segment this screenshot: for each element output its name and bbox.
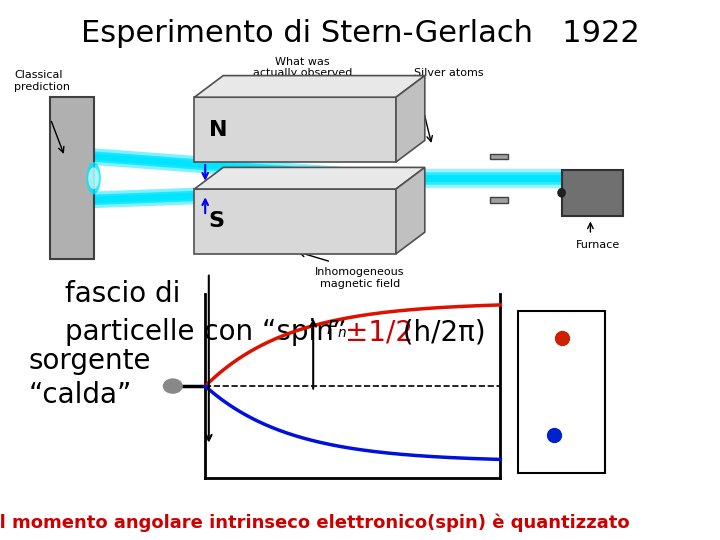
Text: sorgente
“calda”: sorgente “calda”: [29, 347, 151, 409]
Text: $F_n$: $F_n$: [326, 319, 347, 340]
Polygon shape: [396, 76, 425, 162]
Text: Inhomogeneous
magnetic field: Inhomogeneous magnetic field: [315, 267, 405, 289]
Polygon shape: [194, 189, 396, 254]
Text: particelle con “spin”: particelle con “spin”: [65, 318, 356, 346]
Bar: [562, 170, 623, 216]
Text: Il momento angolare intrinseco elettronico(spin) è quantizzato: Il momento angolare intrinseco elettroni…: [0, 514, 629, 532]
Bar: [518, 310, 605, 472]
Polygon shape: [194, 97, 396, 162]
Polygon shape: [50, 97, 94, 259]
Polygon shape: [396, 167, 425, 254]
Text: S: S: [209, 211, 225, 232]
Text: (h/2π): (h/2π): [385, 318, 486, 346]
Polygon shape: [194, 76, 425, 97]
Ellipse shape: [89, 167, 99, 189]
Polygon shape: [490, 197, 508, 202]
Ellipse shape: [557, 188, 566, 198]
Polygon shape: [194, 167, 425, 189]
Text: What was
actually observed: What was actually observed: [253, 57, 352, 78]
Text: N: N: [209, 119, 228, 140]
Ellipse shape: [86, 162, 101, 194]
Text: Furnace: Furnace: [575, 240, 620, 251]
Text: fascio di: fascio di: [65, 280, 180, 308]
Polygon shape: [490, 154, 508, 159]
Text: Classical
prediction: Classical prediction: [14, 70, 71, 92]
Text: Esperimento di Stern-Gerlach   1922: Esperimento di Stern-Gerlach 1922: [81, 19, 639, 48]
Text: Silver atoms: Silver atoms: [414, 68, 484, 78]
Circle shape: [163, 379, 182, 393]
Text: ±1/2: ±1/2: [345, 318, 413, 346]
